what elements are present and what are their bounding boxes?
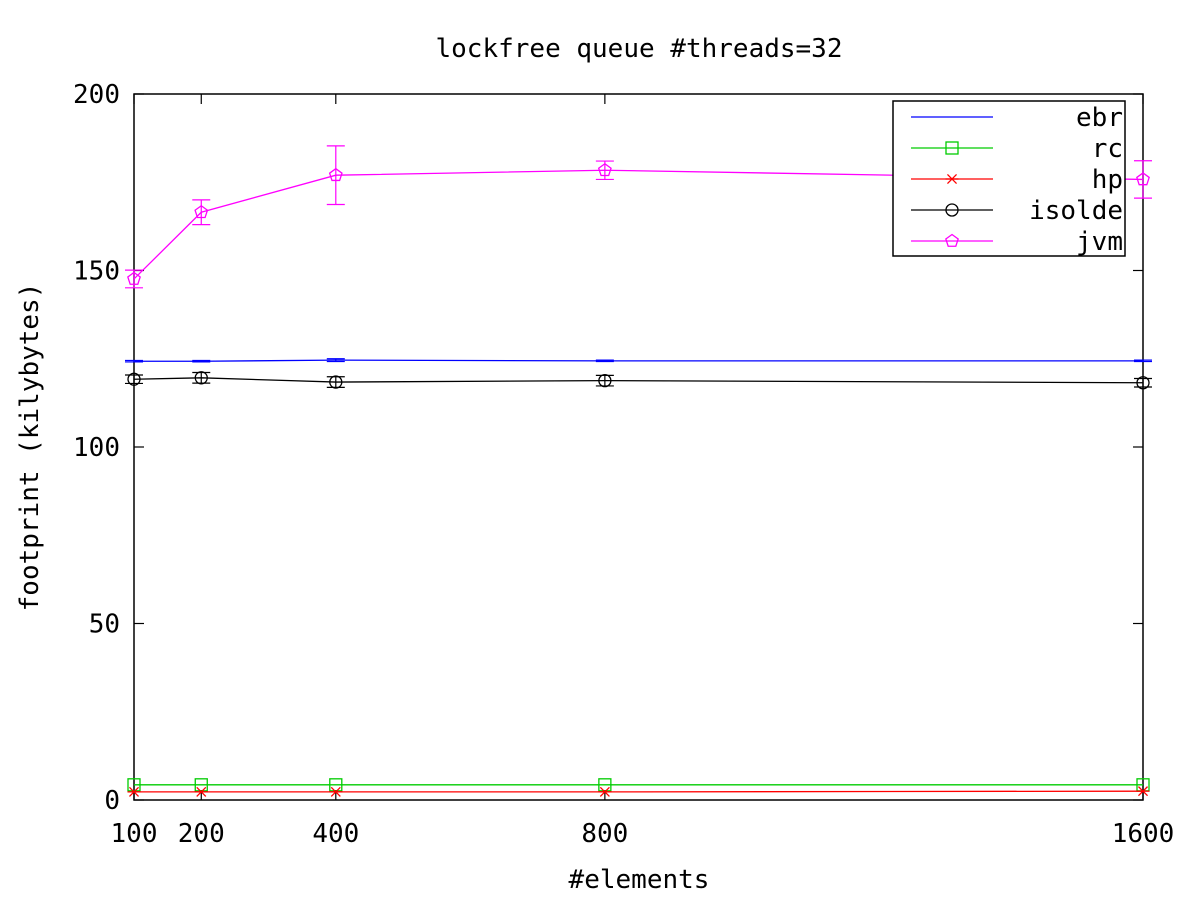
data-point — [127, 786, 141, 797]
data-point — [194, 786, 208, 797]
series-line-hp — [134, 790, 1144, 793]
legend-entry-isolde: isolde — [911, 196, 1123, 226]
x-tick-label: 1600 — [1112, 819, 1175, 849]
data-point — [1136, 376, 1150, 390]
y-axis-label: footprint (kilybytes) — [15, 283, 45, 612]
data-point — [328, 167, 343, 182]
data-point — [194, 371, 208, 385]
legend-label: rc — [1092, 134, 1123, 164]
series-line-ebr — [134, 359, 1143, 362]
data-point — [1136, 172, 1150, 186]
x-tick-label: 100 — [111, 819, 158, 849]
legend-label: hp — [1092, 165, 1123, 195]
y-tick-label: 0 — [104, 786, 120, 816]
error-bar — [595, 359, 614, 363]
legend-label: isolde — [1029, 196, 1123, 226]
legend-entry-hp: hp — [911, 165, 1123, 195]
error-bar — [192, 371, 211, 384]
legend-entry-rc: rc — [911, 134, 1123, 164]
series-jvm — [125, 145, 1152, 289]
series-isolde — [125, 371, 1152, 390]
error-bar — [326, 145, 345, 206]
series-line-isolde — [133, 377, 1144, 384]
series-hp — [127, 786, 1150, 797]
x-tick-label: 400 — [312, 819, 359, 849]
series-rc — [127, 778, 1150, 792]
legend-marker — [945, 203, 959, 217]
data-point — [329, 786, 343, 797]
x-tick-label: 800 — [581, 819, 628, 849]
data-point — [194, 204, 209, 219]
y-tick-label: 50 — [89, 610, 120, 640]
legend-label: jvm — [1076, 227, 1123, 257]
data-point — [127, 372, 141, 386]
legend-marker — [945, 141, 959, 155]
series-layer — [125, 145, 1152, 797]
data-point — [194, 778, 208, 792]
data-point — [329, 375, 343, 389]
data-point — [1136, 786, 1150, 797]
data-point — [329, 778, 343, 792]
y-axis: 0 50 100 150 200 — [73, 80, 1143, 816]
y-tick-label: 200 — [73, 80, 120, 110]
error-bar — [326, 358, 345, 363]
series-ebr — [125, 358, 1152, 363]
error-bar — [192, 359, 211, 363]
legend-label: ebr — [1076, 103, 1123, 133]
legend-entry-jvm: jvm — [911, 227, 1123, 257]
y-tick-label: 150 — [73, 257, 120, 287]
data-point — [127, 271, 141, 285]
data-point — [598, 778, 612, 792]
error-bar — [192, 199, 211, 226]
data-point — [127, 778, 141, 792]
data-point — [598, 786, 612, 797]
error-bar — [595, 374, 614, 387]
x-axis: 100 200 400 800 1600 — [111, 94, 1175, 849]
legend-marker — [945, 173, 959, 185]
data-point — [598, 373, 612, 388]
y-tick-label: 100 — [73, 433, 120, 463]
legend-marker — [945, 233, 959, 247]
chart-title: lockfree queue #threads=32 — [436, 34, 843, 64]
data-point — [597, 162, 612, 177]
x-axis-label: #elements — [569, 865, 710, 895]
error-bar — [1134, 377, 1152, 388]
error-bar — [1134, 359, 1152, 363]
error-bar — [125, 374, 143, 385]
legend-entry-ebr: ebr — [911, 103, 1123, 133]
x-tick-label: 200 — [178, 819, 225, 849]
error-bar — [326, 376, 345, 388]
error-bar — [125, 359, 143, 363]
error-bar — [1134, 160, 1152, 199]
